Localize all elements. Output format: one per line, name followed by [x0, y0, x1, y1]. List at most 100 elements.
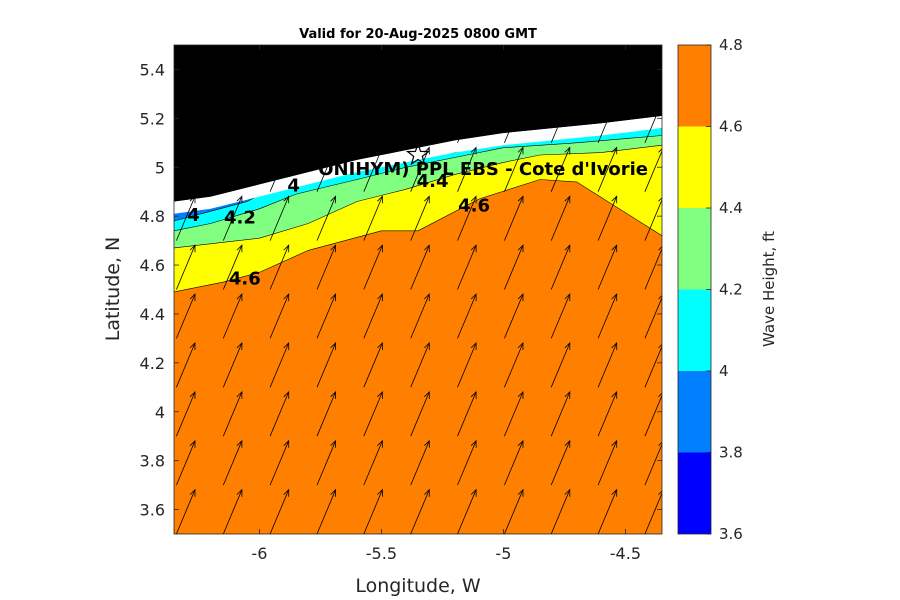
x-axis: -6 -5.5 -5 -4.5 [251, 45, 641, 563]
y-tick-label: 5.4 [140, 60, 165, 79]
contour-label: 4.6 [458, 195, 490, 216]
colorbar-tick-label: 4.6 [719, 118, 743, 136]
contour-line-4.2 [174, 135, 662, 232]
wave-arrow [644, 392, 662, 437]
wave-arrow [504, 439, 524, 486]
wave-arrow [644, 99, 662, 143]
wave-arrow [457, 342, 477, 388]
wave-arrow [316, 195, 337, 241]
wave-arrow [457, 439, 477, 486]
wave-arrow [457, 390, 477, 437]
colorbar-tick-label: 4.8 [719, 36, 743, 54]
wave-arrow [222, 488, 243, 534]
wave-arrow [176, 439, 196, 486]
chart-title: Valid for 20-Aug-2025 0800 GMT [299, 27, 537, 42]
colorbar-label: Wave Height, ft [760, 231, 778, 347]
wave-arrow [222, 293, 243, 339]
colorbar-segment [678, 289, 711, 371]
contour-line-4.4 [174, 144, 662, 249]
wave-arrow [644, 148, 662, 192]
wave-arrow [176, 244, 196, 290]
wave-arrow [550, 342, 571, 388]
wave-arrow [550, 390, 571, 437]
wave-arrow [644, 441, 662, 486]
wave-arrow [176, 195, 196, 241]
wave-arrow [410, 293, 430, 339]
x-tick-label: -4.5 [610, 544, 641, 563]
x-tick-label: -5 [495, 544, 511, 563]
wave-arrow [504, 342, 524, 388]
wave-arrow [222, 195, 243, 241]
wave-arrow [316, 293, 337, 339]
wave-arrow [644, 343, 662, 388]
colorbar-segment [678, 45, 711, 127]
land-area [174, 45, 662, 214]
wave-arrow [644, 295, 662, 339]
wave-arrow [504, 293, 524, 339]
wave-arrow [504, 488, 524, 534]
wave-arrow [597, 146, 618, 192]
wave-arrow [644, 246, 662, 290]
wave-arrow [597, 244, 618, 290]
wave-arrow [316, 488, 337, 534]
wave-arrow [504, 390, 524, 437]
wave-arrow [363, 146, 383, 192]
band-4.6 [174, 179, 662, 534]
wave-arrow [269, 342, 290, 388]
colorbar-tick-label: 3.6 [719, 525, 743, 543]
contour-label: 4.4 [417, 171, 449, 192]
colorbar-tick-label: 3.8 [719, 444, 743, 462]
contour-labels: 4 4.2 4 4.4 4.6 4.6 [187, 171, 490, 290]
wave-arrow [410, 488, 430, 534]
y-axis: 3.6 3.8 4 4.2 4.4 4.6 4.8 5 5.2 5.4 [140, 60, 662, 520]
wave-arrow [504, 97, 524, 143]
land-polygon [174, 45, 662, 202]
wave-arrow [504, 195, 524, 241]
wave-arrow [316, 244, 337, 290]
y-tick-label: 4.6 [140, 256, 165, 275]
wave-arrow [410, 342, 430, 388]
wave-arrow [504, 146, 524, 192]
wave-arrow [457, 293, 477, 339]
y-tick-label: 4.2 [140, 354, 165, 373]
wave-arrow [550, 439, 571, 486]
wave-arrow [363, 342, 383, 388]
wave-arrow [363, 195, 383, 241]
wave-arrow [269, 488, 290, 534]
wave-arrow [504, 244, 524, 290]
wave-arrow [457, 244, 477, 290]
wave-arrow [269, 146, 290, 192]
contour-label: 4.6 [229, 269, 261, 290]
wave-arrow [222, 342, 243, 388]
site-star-icon [405, 142, 431, 166]
wave-arrow [363, 488, 383, 534]
wave-arrow [597, 97, 618, 143]
wave-arrow [597, 342, 618, 388]
x-tick-label: -5.5 [366, 544, 397, 563]
wave-arrow [176, 390, 196, 437]
wave-arrow [457, 195, 477, 241]
wave-arrow [176, 342, 196, 388]
wave-arrow [597, 488, 618, 534]
contour-label: 4 [187, 205, 200, 226]
wave-arrow [269, 244, 290, 290]
wave-arrow [550, 195, 571, 241]
wave-arrow [457, 97, 477, 143]
colorbar-segment [678, 208, 711, 290]
wave-arrow [176, 293, 196, 339]
wave-arrow [550, 146, 571, 192]
y-tick-label: 5.2 [140, 109, 165, 128]
wave-arrow [457, 488, 477, 534]
wave-height-bands [174, 45, 662, 534]
colorbar-tick-label: 4 [719, 362, 729, 380]
y-tick-label: 5 [155, 158, 165, 177]
wave-arrow [269, 293, 290, 339]
coastal-no-data-strip [174, 115, 662, 214]
wave-arrow [550, 488, 571, 534]
wave-arrow [269, 390, 290, 437]
colorbar: 3.6 3.8 4 4.2 4.4 4.6 4.8 [677, 36, 743, 543]
y-axis-label: Latitude, N [102, 237, 124, 342]
wave-arrow [550, 97, 571, 143]
colorbar-segment [678, 126, 711, 208]
wave-arrow [363, 244, 383, 290]
